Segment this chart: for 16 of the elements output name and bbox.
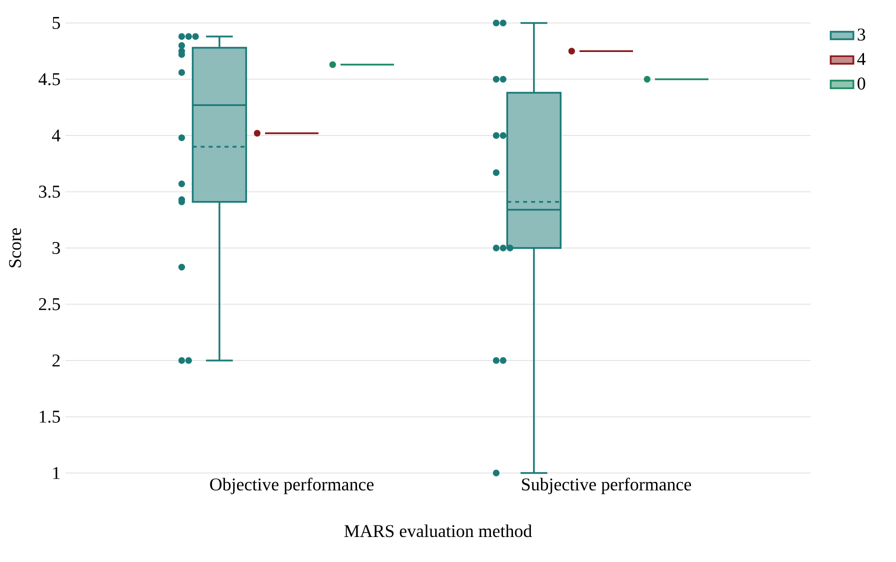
y-tick-label: 1.5 xyxy=(40,410,60,423)
y-tick-label: 4.5 xyxy=(38,73,60,86)
y-tick-label: 3 xyxy=(52,242,60,254)
y-tick-label: 2.5 xyxy=(39,298,60,310)
x-tick-label: Subjective performance xyxy=(522,478,692,494)
x-axis-title: MARS evaluation method xyxy=(344,524,532,538)
y-tick-label: 5 xyxy=(52,17,60,29)
y-axis-title: Score xyxy=(9,228,22,268)
legend-label: 4 xyxy=(857,53,866,65)
x-tick-label: Objective performance xyxy=(210,478,374,494)
y-tick-label: 4 xyxy=(52,130,60,142)
y-tick-label: 1 xyxy=(53,467,60,479)
legend-label: 3 xyxy=(858,28,866,41)
legend-label: 0 xyxy=(858,77,866,90)
y-tick-label: 3.5 xyxy=(39,186,60,198)
y-tick-label: 2 xyxy=(52,354,60,366)
